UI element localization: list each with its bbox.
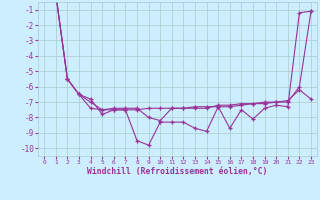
X-axis label: Windchill (Refroidissement éolien,°C): Windchill (Refroidissement éolien,°C): [87, 167, 268, 176]
